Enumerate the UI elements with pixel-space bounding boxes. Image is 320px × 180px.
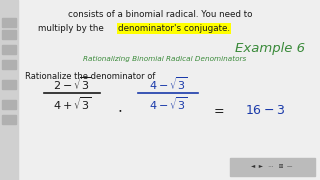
Bar <box>2 100 16 109</box>
Bar <box>2 115 16 124</box>
Text: $4-\sqrt{3}$: $4-\sqrt{3}$ <box>149 75 187 92</box>
Bar <box>2 60 16 69</box>
Text: $4-\sqrt{3}$: $4-\sqrt{3}$ <box>149 95 187 112</box>
Bar <box>2 45 16 54</box>
Text: Rationalizing Binomial Radical Denominators: Rationalizing Binomial Radical Denominat… <box>84 56 247 62</box>
Text: consists of a binomial radical. You need to: consists of a binomial radical. You need… <box>68 10 252 19</box>
Text: $4+\sqrt{3}$: $4+\sqrt{3}$ <box>53 95 91 112</box>
Text: $2-\sqrt{3}$: $2-\sqrt{3}$ <box>53 75 91 92</box>
Bar <box>2 18 16 27</box>
Text: $\cdot$: $\cdot$ <box>117 102 123 118</box>
Text: Rationalize the denominator of: Rationalize the denominator of <box>25 72 156 81</box>
Text: $=$: $=$ <box>211 103 225 116</box>
Bar <box>230 158 315 176</box>
Bar <box>2 30 16 39</box>
Text: multiply by the: multiply by the <box>38 24 107 33</box>
Text: ◄  ►   ···   ⊞  —: ◄ ► ··· ⊞ — <box>251 165 293 170</box>
Bar <box>0 0 18 180</box>
Text: denominator's conjugate.: denominator's conjugate. <box>118 24 230 33</box>
Text: $16-3$: $16-3$ <box>245 103 285 116</box>
Bar <box>2 80 16 89</box>
Text: Example 6: Example 6 <box>235 42 305 55</box>
